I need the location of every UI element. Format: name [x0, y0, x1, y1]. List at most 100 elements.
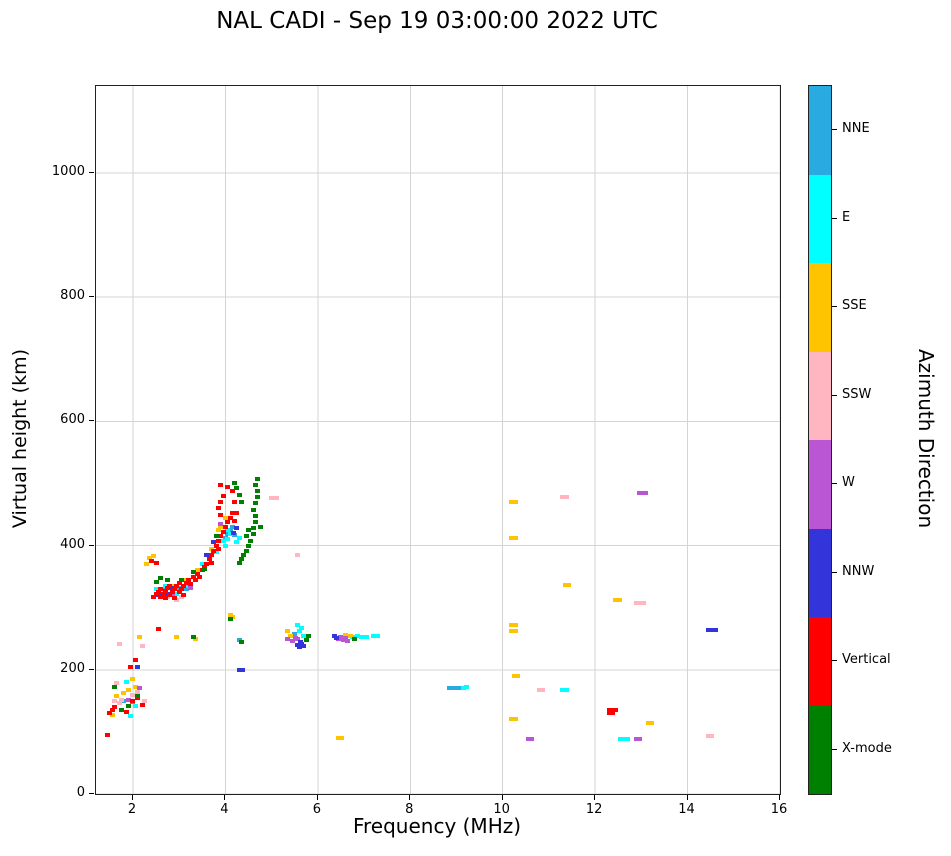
data-point-e	[301, 634, 306, 638]
data-point-vertical	[211, 549, 216, 553]
colorbar-label-x-mode: X-mode	[842, 741, 892, 756]
x-tick-label: 12	[585, 802, 603, 817]
data-point-w	[290, 639, 295, 643]
data-point-w	[188, 586, 193, 590]
data-point-nne	[228, 529, 233, 533]
data-point-vertical	[156, 590, 161, 594]
data-point-x-mode	[112, 685, 117, 689]
data-point-sse	[147, 556, 152, 560]
data-point-nnw	[706, 628, 711, 632]
data-point-x-mode	[165, 578, 170, 582]
data-point-vertical	[223, 525, 228, 529]
data-point-nnw	[211, 540, 216, 544]
colorbar-axis-label-wrap: Azimuth Direction	[908, 85, 944, 793]
data-point-x-mode	[239, 500, 244, 504]
data-point-nnw	[237, 668, 242, 672]
data-point-sse	[649, 721, 654, 725]
data-point-sse	[509, 536, 514, 540]
data-point-x-mode	[237, 561, 242, 565]
data-point-x-mode	[248, 539, 253, 543]
colorbar-tick-mark	[832, 129, 837, 130]
data-point-w	[170, 593, 175, 597]
y-tick-mark	[89, 793, 94, 794]
data-point-sse	[515, 674, 520, 678]
data-point-vertical	[177, 581, 182, 585]
data-point-vertical	[234, 511, 239, 515]
colorbar-tick-mark	[832, 749, 837, 750]
data-point-ssw	[274, 496, 279, 500]
data-point-sse	[144, 562, 149, 566]
data-point-nnw	[298, 640, 303, 644]
data-point-vertical	[167, 593, 172, 597]
data-point-sse	[566, 583, 571, 587]
data-point-sse	[348, 634, 353, 638]
data-point-sse	[339, 736, 344, 740]
x-tick-mark	[224, 795, 226, 800]
data-point-vertical	[221, 530, 226, 534]
data-point-vertical	[172, 587, 177, 591]
data-point-vertical	[151, 595, 156, 599]
data-point-vertical	[209, 553, 214, 557]
data-point-x-mode	[251, 532, 256, 536]
data-point-w	[634, 737, 639, 741]
y-tick-label: 800	[60, 288, 85, 304]
colorbar-segment-x-mode	[809, 705, 831, 794]
colorbar-tick-mark	[832, 483, 837, 484]
data-point-x-mode	[255, 489, 260, 493]
colorbar-tick-mark	[832, 306, 837, 307]
data-point-vertical	[112, 705, 117, 709]
data-point-x-mode	[179, 578, 184, 582]
data-point-x-mode	[119, 708, 124, 712]
scatter-canvas	[96, 86, 780, 794]
data-point-e	[124, 680, 129, 684]
data-point-e	[237, 536, 242, 540]
data-point-sse	[218, 525, 223, 529]
data-point-x-mode	[253, 520, 258, 524]
data-point-e	[375, 634, 380, 638]
colorbar-tick-mark	[832, 395, 837, 396]
data-point-sse	[195, 568, 200, 572]
data-point-vertical	[218, 483, 223, 487]
data-point-vertical	[170, 590, 175, 594]
data-point-vertical	[186, 578, 191, 582]
x-tick-label: 8	[405, 802, 414, 817]
data-point-nne	[447, 686, 452, 690]
data-point-sse	[121, 691, 126, 695]
data-point-x-mode	[232, 481, 237, 485]
data-point-sse	[513, 717, 518, 721]
data-point-w	[526, 737, 531, 741]
data-point-ssw	[638, 601, 643, 605]
data-point-w	[637, 491, 642, 495]
data-point-vertical	[130, 699, 135, 703]
data-point-sse	[114, 694, 119, 698]
data-point-nnw	[713, 628, 718, 632]
data-point-e	[223, 544, 228, 548]
data-point-x-mode	[246, 544, 251, 548]
colorbar-tick-mark	[832, 660, 837, 661]
data-point-vertical	[163, 596, 168, 600]
data-point-ssw	[135, 690, 140, 694]
data-point-vertical	[204, 562, 209, 566]
data-point-ssw	[269, 496, 274, 500]
y-tick-label: 0	[76, 785, 85, 800]
colorbar-label-nnw: NNW	[842, 564, 875, 579]
data-point-sse	[513, 629, 518, 633]
data-point-sse	[613, 598, 618, 602]
data-point-e	[297, 629, 302, 633]
data-point-e	[560, 688, 565, 692]
data-point-sse	[216, 528, 221, 532]
data-point-e	[174, 592, 179, 596]
data-point-e	[618, 737, 623, 741]
data-point-e	[154, 587, 159, 591]
x-tick-mark	[779, 795, 780, 800]
x-axis-label: Frequency (MHz)	[352, 814, 522, 838]
data-point-x-mode	[253, 501, 258, 505]
x-tick-mark	[131, 795, 133, 800]
data-point-ssw	[114, 681, 119, 685]
data-point-e	[225, 528, 230, 532]
data-point-vertical	[140, 703, 145, 707]
data-point-x-mode	[244, 549, 249, 553]
x-tick-mark	[686, 795, 688, 800]
data-point-x-mode	[135, 694, 140, 698]
colorbar-tick-mark	[832, 218, 837, 219]
